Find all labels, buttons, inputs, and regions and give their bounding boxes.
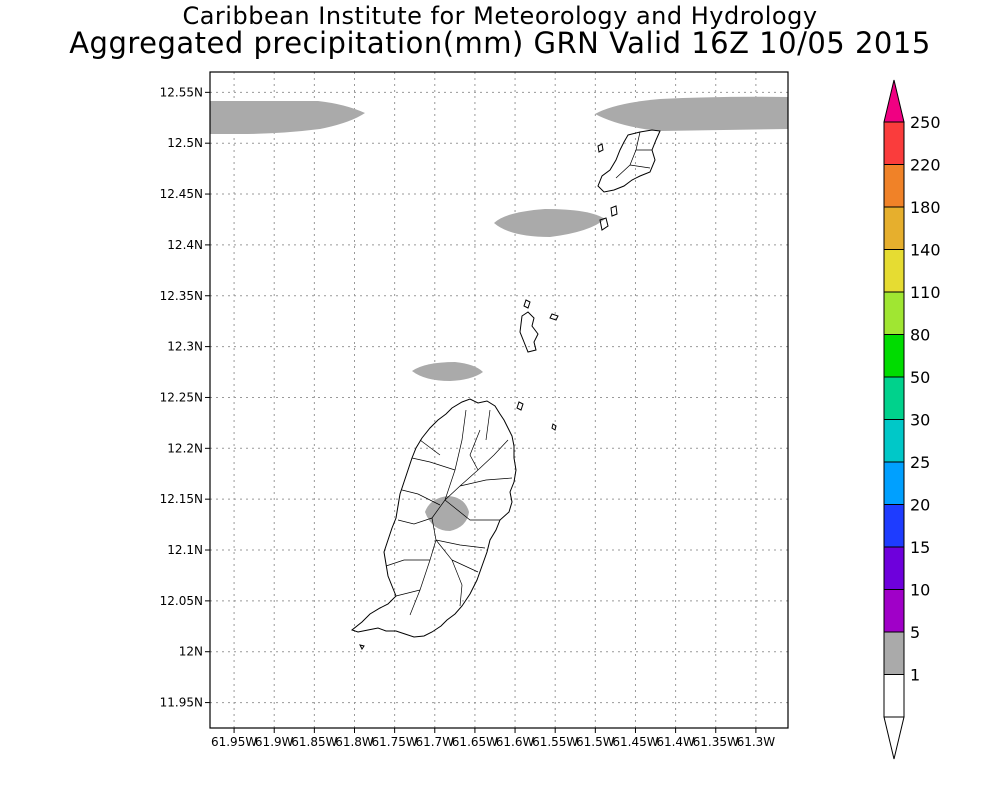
- lon-tick-label: 61.4W: [656, 735, 695, 749]
- colorbar: 250 220 180 140 110 80 50 30 25 20 15 10 5 1: [883, 79, 941, 760]
- lat-tick-label: 12.45N: [160, 187, 203, 201]
- grenada-watersheds: [385, 409, 513, 616]
- lat-tick-label: 12.3N: [167, 340, 203, 354]
- islet-4: [523, 299, 531, 309]
- colorbar-bottom-arrow: [883, 716, 905, 760]
- map-background: [210, 72, 788, 728]
- islet-6: [516, 401, 524, 411]
- lon-tick-label: 61.55W: [532, 735, 578, 749]
- precip-areas: [210, 96, 788, 531]
- lon-tick-label: 61.95W: [211, 735, 257, 749]
- colorbar-segment: [883, 546, 905, 590]
- grid-lines: [210, 72, 788, 728]
- colorbar-label: 1: [910, 666, 920, 685]
- coastlines: [350, 129, 661, 650]
- colorbar-segment: [883, 206, 905, 250]
- islet-8: [359, 644, 365, 650]
- colorbar-top-arrow: [883, 79, 905, 123]
- latitude-ticks: 11.95N 12N 12.05N 12.1N 12.15N 12.2N 12.25N 12.…: [160, 85, 210, 710]
- colorbar-label: 25: [910, 453, 930, 472]
- precip-area-central-north: [494, 209, 605, 237]
- lon-tick-label: 61.7W: [415, 735, 454, 749]
- colorbar-segment: [883, 504, 905, 548]
- lat-tick-label: 12.2N: [167, 441, 203, 455]
- lon-tick-label: 61.8W: [335, 735, 374, 749]
- lat-tick-label: 12.55N: [160, 85, 203, 99]
- lon-tick-label: 61.65W: [452, 735, 498, 749]
- colorbar-segment: [883, 334, 905, 378]
- precip-area-grenada-central: [425, 496, 469, 531]
- colorbar-label: 50: [910, 368, 930, 387]
- title-line-1: Caribbean Institute for Meteorology and …: [182, 2, 818, 30]
- lat-tick-label: 12.35N: [160, 289, 203, 303]
- lat-tick-label: 12.05N: [160, 594, 203, 608]
- colorbar-label: 30: [910, 411, 930, 430]
- lon-tick-label: 61.85W: [291, 735, 337, 749]
- islet-2: [610, 205, 618, 217]
- colorbar-label: 5: [910, 623, 920, 642]
- precip-area-small-north: [412, 362, 483, 381]
- lat-tick-label: 12N: [179, 645, 203, 659]
- colorbar-segment: [883, 674, 905, 718]
- islet-5: [549, 313, 559, 321]
- colorbar-label: 20: [910, 496, 930, 515]
- colorbar-label: 220: [910, 156, 941, 175]
- lon-tick-label: 61.5W: [576, 735, 615, 749]
- ronde-island: [519, 311, 539, 353]
- lat-tick-label: 12.25N: [160, 390, 203, 404]
- colorbar-segment: [883, 376, 905, 420]
- precip-area-northeast: [595, 96, 788, 131]
- colorbar-label: 80: [910, 326, 930, 345]
- longitude-ticks: 61.95W61.9W61.85W61.8W61.75W61.7W61.65W6…: [211, 728, 775, 749]
- lon-tick-label: 61.75W: [372, 735, 418, 749]
- colorbar-label: 250: [910, 113, 941, 132]
- lat-tick-label: 11.95N: [160, 696, 203, 710]
- lat-tick-label: 12.5N: [167, 136, 203, 150]
- colorbar-segment: [883, 291, 905, 335]
- carriacou-island: [597, 129, 661, 193]
- lon-tick-label: 61.45W: [612, 735, 658, 749]
- lat-tick-label: 12.1N: [167, 543, 203, 557]
- map-panel: 11.95N 12N 12.05N 12.1N 12.15N 12.2N 12.25N 12.…: [160, 71, 789, 749]
- carriacou-watersheds: [615, 131, 652, 179]
- colorbar-segment: [883, 631, 905, 675]
- lat-tick-label: 12.4N: [167, 238, 203, 252]
- lon-tick-label: 61.3W: [737, 735, 776, 749]
- colorbar-label: 140: [910, 241, 941, 260]
- colorbar-segment: [883, 589, 905, 633]
- precip-area-northwest: [210, 101, 365, 134]
- colorbar-label: 15: [910, 538, 930, 557]
- colorbar-label: 110: [910, 283, 941, 302]
- colorbar-segment: [883, 164, 905, 208]
- islet-7: [551, 423, 557, 431]
- colorbar-segment: [883, 461, 905, 505]
- colorbar-segment: [883, 249, 905, 293]
- map-frame: [209, 71, 789, 729]
- lon-tick-label: 61.6W: [496, 735, 535, 749]
- colorbar-label: 10: [910, 581, 930, 600]
- lon-tick-label: 61.9W: [255, 735, 294, 749]
- colorbar-segment: [883, 419, 905, 463]
- lon-tick-label: 61.35W: [693, 735, 739, 749]
- colorbar-segment: [883, 121, 905, 165]
- grenada-island: [350, 398, 517, 638]
- colorbar-label: 180: [910, 198, 941, 217]
- lat-tick-label: 12.15N: [160, 492, 203, 506]
- islet-3: [597, 143, 604, 153]
- islet-1: [599, 217, 609, 231]
- title-line-2: Aggregated precipitation(mm) GRN Valid 1…: [69, 26, 931, 60]
